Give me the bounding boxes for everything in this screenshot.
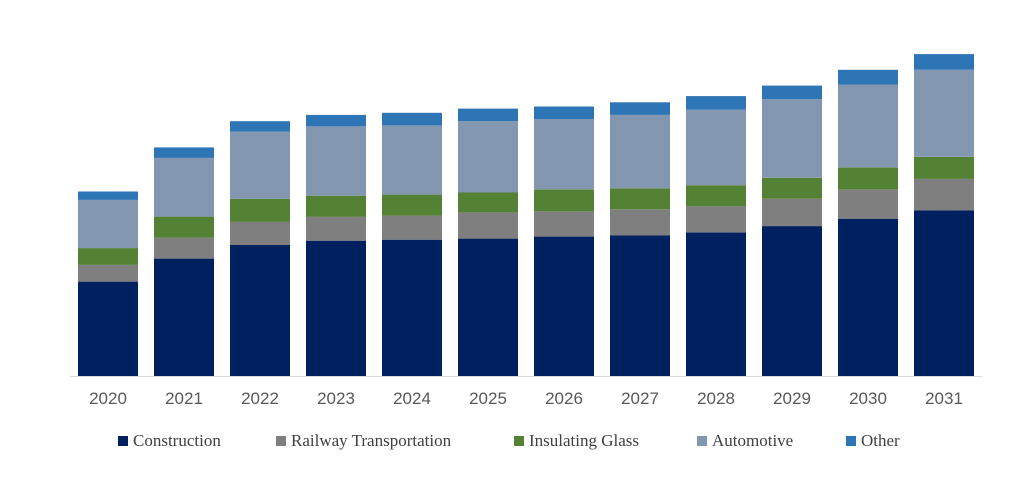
legend-label: Construction xyxy=(133,431,221,450)
bar-segment-2020-railway-transportation xyxy=(78,264,138,282)
bar-segment-2026-insulating-glass xyxy=(534,189,594,212)
bars-group xyxy=(78,54,974,376)
bar-segment-2031-railway-transportation xyxy=(914,178,974,211)
bar-segment-2026-railway-transportation xyxy=(534,211,594,237)
bar-segment-2025-construction xyxy=(458,238,518,376)
x-tick-label: 2029 xyxy=(773,389,811,408)
bar-segment-2021-other xyxy=(154,147,214,158)
bar-segment-2022-railway-transportation xyxy=(230,221,290,245)
bar-segment-2023-insulating-glass xyxy=(306,195,366,217)
bar-segment-2027-other xyxy=(610,102,670,115)
bar-segment-2025-railway-transportation xyxy=(458,212,518,239)
bar-segment-2027-railway-transportation xyxy=(610,209,670,236)
bar-segment-2022-automotive xyxy=(230,131,290,199)
legend-label: Railway Transportation xyxy=(291,431,452,450)
bar-segment-2028-automotive xyxy=(686,109,746,186)
bar-segment-2029-railway-transportation xyxy=(762,198,822,227)
bar-segment-2022-other xyxy=(230,121,290,132)
bar-segment-2027-automotive xyxy=(610,114,670,189)
legend-item-railway-transportation: Railway Transportation xyxy=(276,431,451,451)
bar-segment-2028-construction xyxy=(686,232,746,376)
bar-segment-2029-other xyxy=(762,85,822,100)
bar-segment-2031-construction xyxy=(914,210,974,376)
bar-segment-2022-construction xyxy=(230,244,290,376)
bar-segment-2025-automotive xyxy=(458,121,518,193)
legend-item-automotive: Automotive xyxy=(697,431,793,451)
bar-segment-2026-automotive xyxy=(534,119,594,190)
x-tick-label: 2024 xyxy=(393,389,431,408)
bar-segment-2030-other xyxy=(838,69,898,85)
bar-segment-2023-other xyxy=(306,114,366,127)
bar-segment-2023-automotive xyxy=(306,126,366,196)
bar-segment-2027-insulating-glass xyxy=(610,188,670,210)
bar-segment-2031-other xyxy=(914,54,974,70)
x-tick-label: 2031 xyxy=(925,389,963,408)
bar-segment-2022-insulating-glass xyxy=(230,198,290,222)
bar-segment-2030-automotive xyxy=(838,84,898,168)
legend-item-insulating-glass: Insulating Glass xyxy=(514,431,639,451)
x-tick-label: 2020 xyxy=(89,389,127,408)
bar-segment-2026-other xyxy=(534,106,594,120)
bar-segment-2024-construction xyxy=(382,239,442,376)
x-tick-label: 2028 xyxy=(697,389,735,408)
x-tick-label: 2022 xyxy=(241,389,279,408)
bar-segment-2030-railway-transportation xyxy=(838,189,898,219)
bar-segment-2024-railway-transportation xyxy=(382,215,442,240)
x-tick-label: 2030 xyxy=(849,389,887,408)
legend-item-other: Other xyxy=(846,431,900,451)
legend-swatch xyxy=(846,436,856,446)
legend-label: Insulating Glass xyxy=(529,431,640,450)
bar-segment-2024-automotive xyxy=(382,125,442,195)
bar-segment-2030-insulating-glass xyxy=(838,167,898,190)
bar-segment-2029-automotive xyxy=(762,99,822,178)
bar-segment-2021-insulating-glass xyxy=(154,216,214,238)
x-tick-label: 2027 xyxy=(621,389,659,408)
bar-segment-2025-other xyxy=(458,108,518,122)
x-tick-label: 2026 xyxy=(545,389,583,408)
bar-segment-2028-other xyxy=(686,96,746,110)
legend-swatch xyxy=(697,436,707,446)
bar-segment-2020-construction xyxy=(78,281,138,376)
legend-label: Automotive xyxy=(712,431,794,450)
x-tick-labels: 2020 2021 2022 2023 2024 2025 2026 2027 2028 2029… xyxy=(89,389,963,408)
bar-segment-2023-railway-transportation xyxy=(306,216,366,241)
bar-segment-2025-insulating-glass xyxy=(458,192,518,213)
bar-segment-2029-construction xyxy=(762,226,822,376)
bar-segment-2024-other xyxy=(382,112,442,126)
chart-legend: Construction Railway Transportation Insula… xyxy=(0,431,1015,455)
bar-segment-2023-construction xyxy=(306,240,366,376)
legend-item-construction: Construction xyxy=(118,431,221,451)
bar-segment-2020-automotive xyxy=(78,199,138,249)
bar-segment-2021-railway-transportation xyxy=(154,237,214,259)
bar-segment-2028-railway-transportation xyxy=(686,206,746,233)
bar-segment-2020-insulating-glass xyxy=(78,248,138,265)
bar-segment-2029-insulating-glass xyxy=(762,177,822,199)
bar-segment-2031-automotive xyxy=(914,69,974,157)
bar-segment-2020-other xyxy=(78,191,138,200)
legend-swatch xyxy=(514,436,524,446)
legend-swatch xyxy=(118,436,128,446)
legend-label: Other xyxy=(861,431,900,450)
x-tick-label: 2023 xyxy=(317,389,355,408)
bar-segment-2030-construction xyxy=(838,218,898,376)
bar-segment-2021-construction xyxy=(154,258,214,376)
x-tick-label: 2021 xyxy=(165,389,203,408)
bar-segment-2026-construction xyxy=(534,236,594,376)
x-tick-label: 2025 xyxy=(469,389,507,408)
bar-segment-2021-automotive xyxy=(154,157,214,217)
bar-segment-2024-insulating-glass xyxy=(382,194,442,216)
legend-swatch xyxy=(276,436,286,446)
bar-segment-2031-insulating-glass xyxy=(914,156,974,179)
bar-segment-2028-insulating-glass xyxy=(686,185,746,207)
bar-segment-2027-construction xyxy=(610,235,670,376)
